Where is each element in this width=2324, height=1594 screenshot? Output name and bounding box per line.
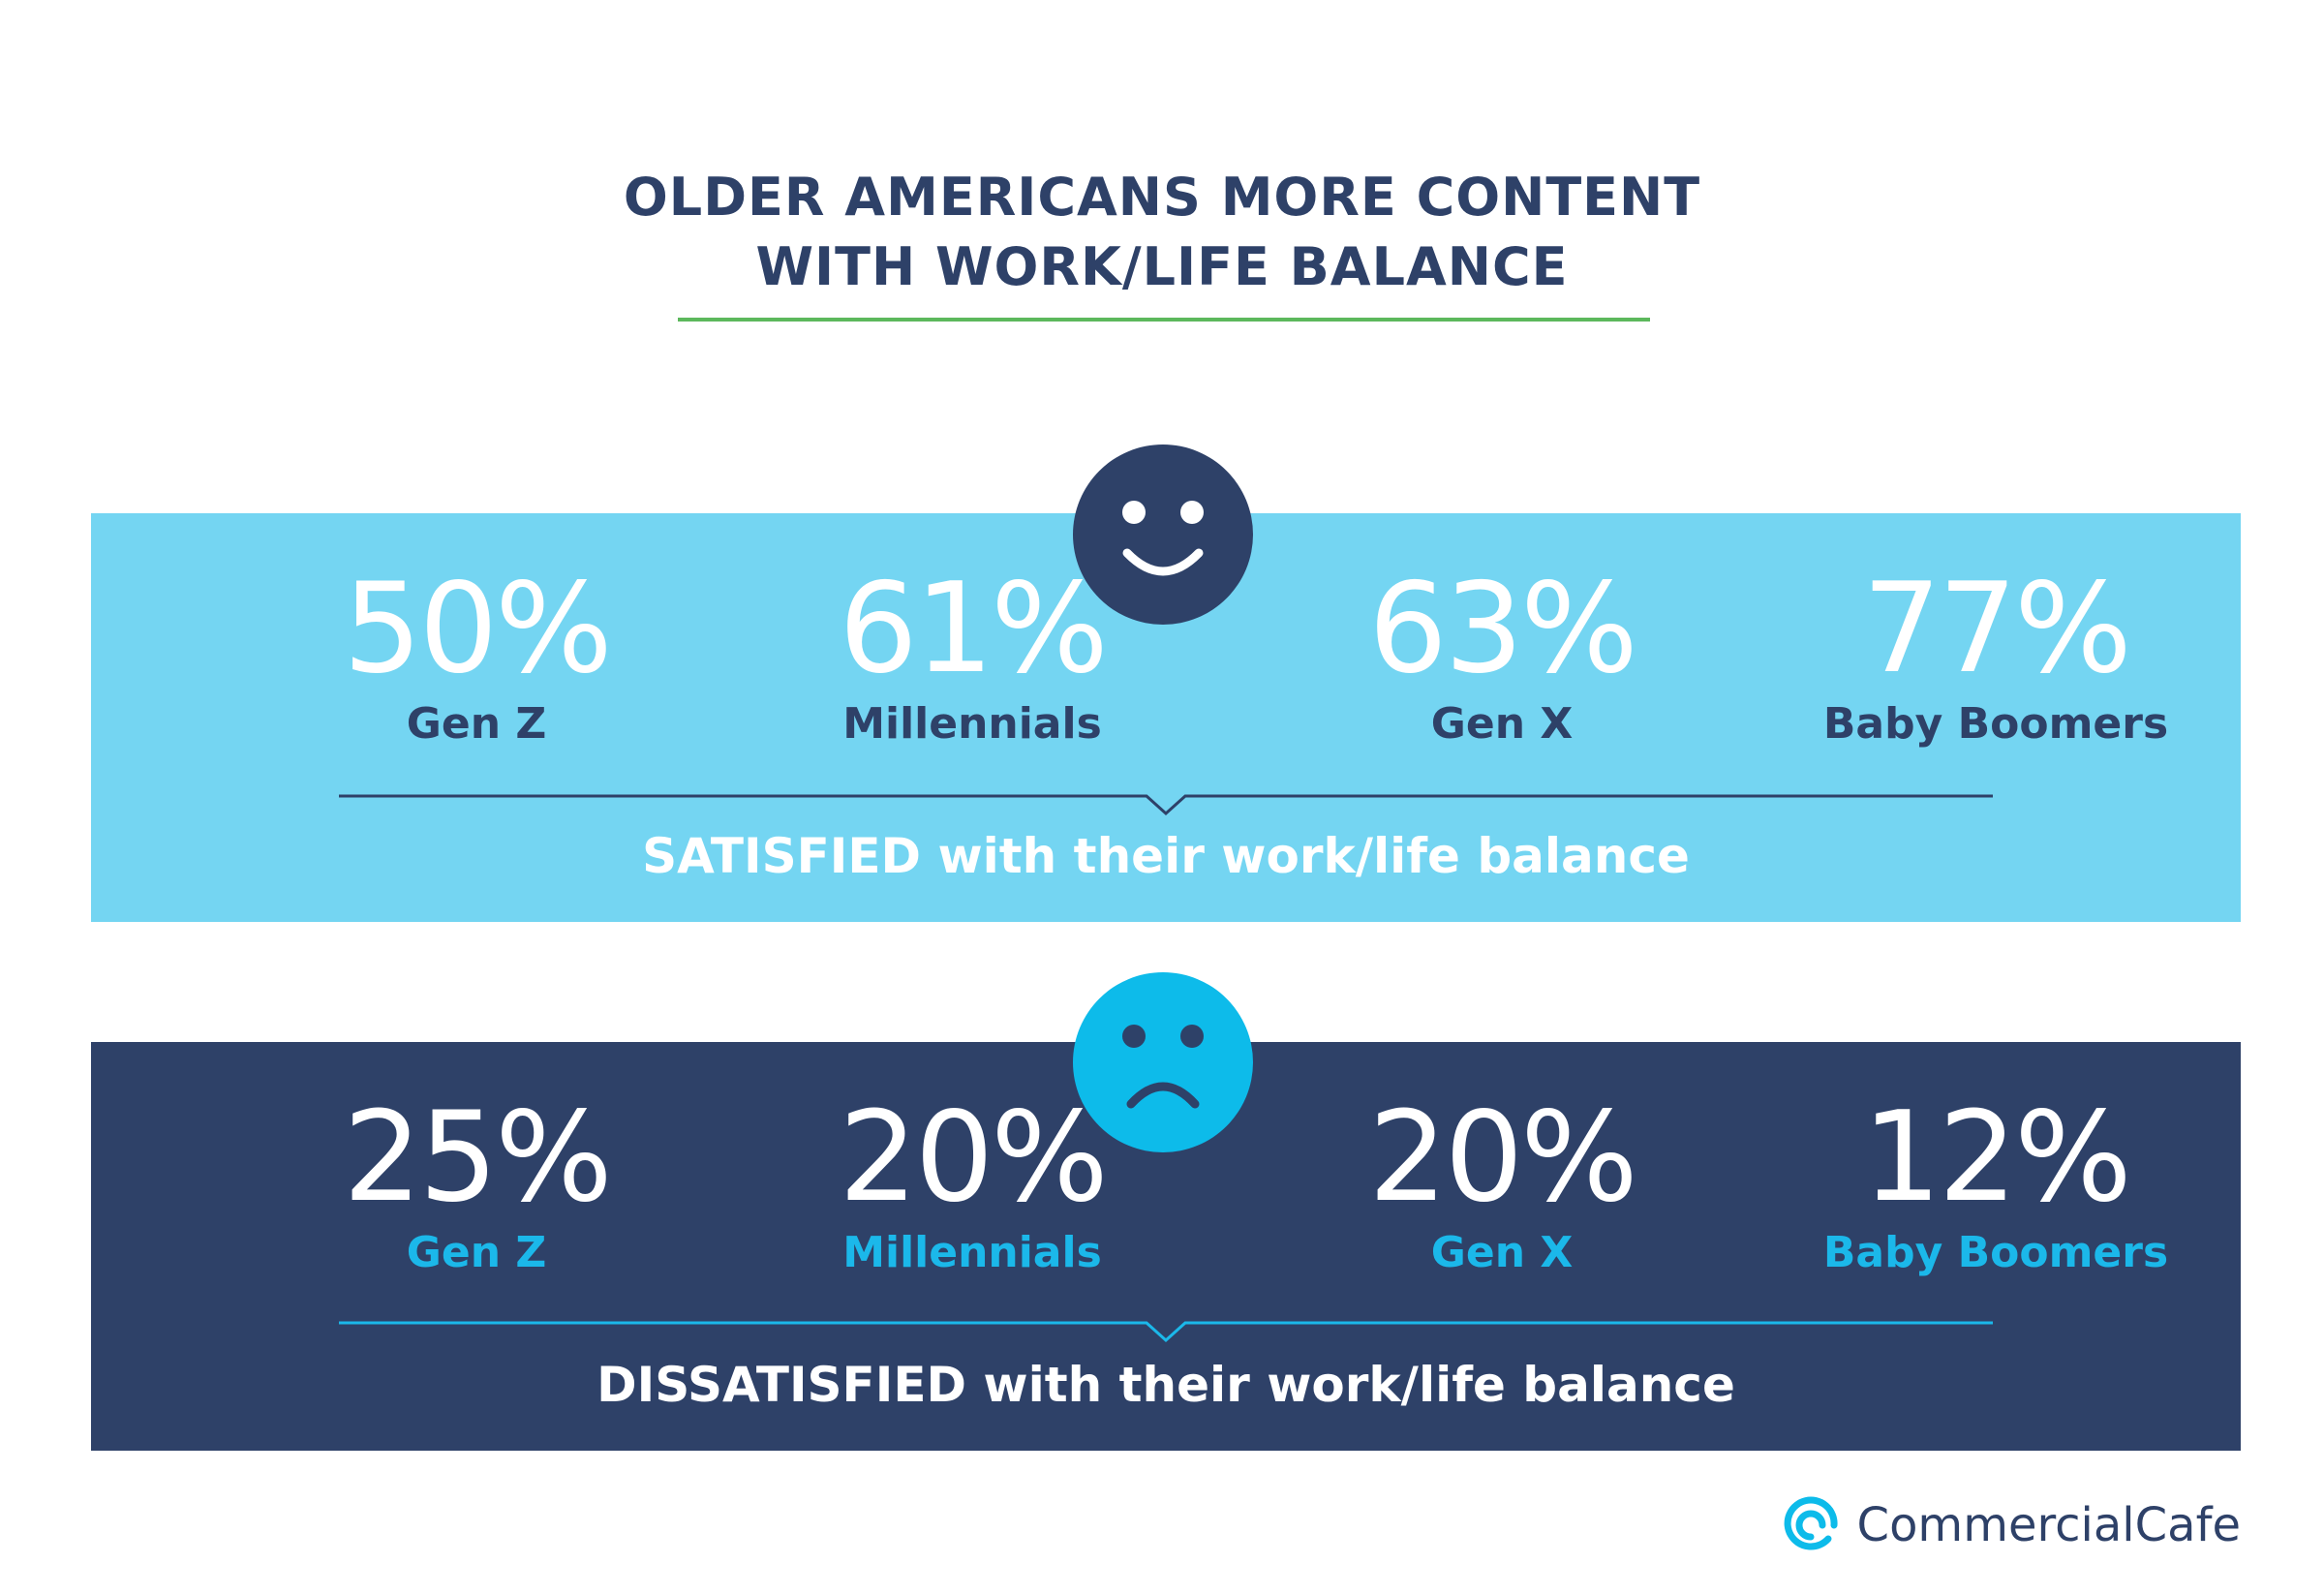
title-line-1: OLDER AMERICANS MORE CONTENT — [623, 167, 1701, 228]
stat-value: 63% — [1368, 557, 1638, 701]
stat-value: 20% — [1368, 1086, 1638, 1230]
stat-millennials: 20% Millennials — [759, 1090, 1185, 1280]
satisfied-caption: SATISFIED with their work/life balance — [642, 828, 1690, 884]
stat-value: 61% — [839, 557, 1109, 701]
brand-logo: CommercialCafe — [1782, 1491, 2241, 1559]
stat-value: 50% — [343, 557, 613, 701]
stat-baby-boomers: 12% Baby Boomers — [1783, 1090, 2209, 1280]
stat-gen-x: 63% Gen X — [1289, 562, 1715, 751]
stat-gen-z: 25% Gen Z — [263, 1090, 689, 1280]
stat-value: 77% — [1862, 557, 2132, 701]
sad-face-icon — [1073, 972, 1253, 1152]
dissatisfied-divider — [339, 1321, 1993, 1343]
brand-name: CommercialCafe — [1856, 1498, 2241, 1552]
stat-value: 12% — [1862, 1086, 2132, 1230]
title-underline — [678, 318, 1650, 322]
stat-label: Baby Boomers — [1822, 1228, 2169, 1277]
stat-label: Millennials — [842, 1228, 1102, 1277]
stat-value: 20% — [839, 1086, 1109, 1230]
stat-millennials: 61% Millennials — [759, 562, 1185, 751]
stat-gen-x: 20% Gen X — [1289, 1090, 1715, 1280]
smiley-face-icon — [1073, 444, 1253, 625]
at-sign-logo-icon — [1784, 1496, 1838, 1550]
infographic-title: OLDER AMERICANS MORE CONTENT WITH WORK/L… — [0, 163, 2324, 302]
dissatisfied-caption: DISSATISFIED with their work/life balanc… — [596, 1357, 1735, 1413]
stat-label: Gen Z — [406, 699, 547, 749]
stat-baby-boomers: 77% Baby Boomers — [1783, 562, 2209, 751]
satisfied-divider — [339, 794, 1993, 816]
title-line-2: WITH WORK/LIFE BALANCE — [755, 236, 1569, 297]
stat-label: Gen X — [1430, 1228, 1574, 1277]
stat-gen-z: 50% Gen Z — [263, 562, 689, 751]
stat-label: Gen Z — [406, 1228, 547, 1277]
stat-value: 25% — [343, 1086, 613, 1230]
stat-label: Millennials — [842, 699, 1102, 749]
stat-label: Baby Boomers — [1822, 699, 2169, 749]
stat-label: Gen X — [1430, 699, 1574, 749]
